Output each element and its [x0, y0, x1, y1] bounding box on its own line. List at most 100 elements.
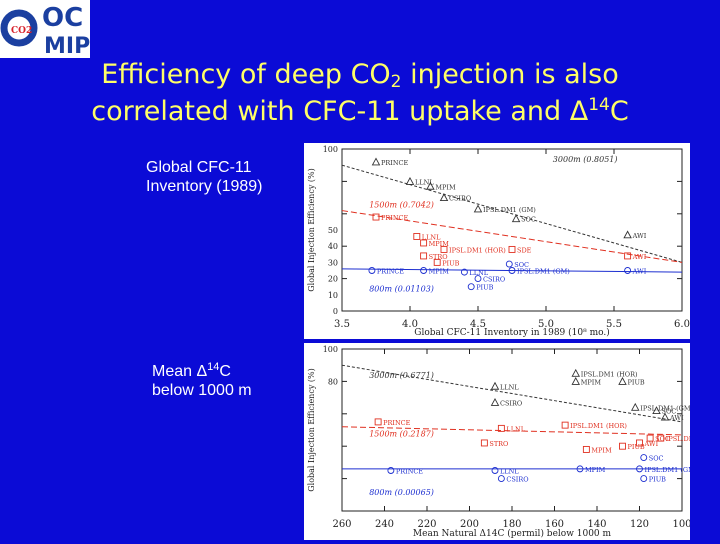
- y-tick-label: 10: [328, 291, 338, 300]
- point-marker: [576, 465, 584, 473]
- point-marker: [440, 245, 448, 253]
- series-name-s3000: 3000m (0.8051): [553, 155, 618, 164]
- point-marker: [467, 283, 475, 291]
- point-marker: [571, 376, 581, 385]
- point-label: CSIRO: [449, 195, 471, 203]
- y-tick-label: 100: [323, 145, 338, 154]
- x-tick-label: 260: [332, 519, 351, 530]
- point-label: SOC: [655, 435, 670, 443]
- point-label: MPIM: [585, 466, 606, 474]
- point-label: AWI: [632, 232, 647, 240]
- point-label: IPSL.DM1 (HOR): [449, 246, 506, 254]
- x-tick-label: 6.0: [674, 319, 690, 330]
- chart-cfc11-svg: 3.5 4.0 4.5 5.0 5.5 6.0 0 10 20 30 40 50 100 Global C…: [307, 145, 690, 338]
- point-marker: [420, 252, 428, 260]
- point-label: PIUB: [649, 476, 666, 484]
- point-label: IPSL.DM1 (HOR): [570, 422, 627, 430]
- point-label: MPIM: [429, 240, 450, 248]
- series-name-s1500: 1500m (0.7042): [369, 200, 434, 209]
- x-tick-label: 3.5: [334, 319, 350, 330]
- point-marker: [374, 418, 382, 426]
- panel2-label-line1-sup: 14: [207, 361, 220, 373]
- ocmip-logo: CO2 OC MIP: [0, 0, 90, 59]
- point-label: SOC: [649, 455, 664, 463]
- point-marker: [652, 406, 661, 415]
- point-marker: [371, 157, 381, 166]
- point-marker: [511, 214, 521, 223]
- point-marker: [405, 176, 415, 185]
- point-label: PRINCE: [377, 268, 404, 276]
- point-label: MPIM: [581, 378, 602, 386]
- fit-line-s800: [341, 268, 683, 273]
- panel2-label-line1-a: Mean Δ: [152, 363, 208, 380]
- y-axis-label: Global Injection Efficiency (%): [307, 168, 316, 291]
- point-marker: [420, 239, 428, 247]
- slide-title-line1: Efficiency of deep CO2 injection is also: [0, 58, 720, 92]
- fit-line-s3000: [341, 164, 683, 263]
- point-label: PIUB: [442, 259, 459, 267]
- point-marker: [368, 267, 376, 274]
- point-label: MPIM: [591, 446, 612, 454]
- y-tick-label: 0: [333, 307, 338, 316]
- point-label: IPSL.DM1 (GM): [640, 404, 690, 412]
- x-tick-label: 100: [672, 519, 690, 530]
- point-marker: [624, 252, 632, 260]
- panel2-side-label: Mean Δ14C below 1000 m: [152, 362, 252, 400]
- y-axis-label: Global Injection Efficiency (%): [307, 368, 316, 491]
- x-tick-label: 160: [545, 519, 564, 530]
- point-marker: [508, 267, 516, 274]
- point-label: AWI: [632, 268, 647, 276]
- point-label: PIUB: [628, 378, 645, 386]
- chart-panel-delta14c: 260 240 220 200 180 160 140 120 100 100 80 Mean Nat…: [304, 343, 719, 540]
- point-label: PRINCE: [381, 159, 408, 167]
- series-name-s1500: 1500m (0.2187): [369, 429, 434, 438]
- title-line2-b: C: [609, 96, 629, 127]
- point-marker: [387, 467, 395, 474]
- logo-line2: MIP: [44, 34, 90, 58]
- x-tick-label: 180: [502, 519, 521, 530]
- point-label: LLNL: [422, 233, 441, 241]
- panel1-label-line2: Inventory (1989): [146, 178, 263, 195]
- point-marker: [372, 213, 380, 221]
- y-tick-label: 20: [328, 275, 338, 284]
- point-label: SOC: [521, 216, 536, 224]
- point-marker: [508, 245, 516, 253]
- fit-line-s1500: [341, 210, 683, 263]
- point-marker: [480, 439, 488, 447]
- point-marker: [630, 402, 640, 411]
- point-label: SOC: [662, 408, 677, 416]
- point-marker: [636, 439, 643, 447]
- y-tick-label: 100: [323, 345, 338, 354]
- logo-badge-text: CO2: [11, 26, 32, 36]
- point-marker: [619, 442, 626, 450]
- x-tick-label: 4.0: [402, 319, 418, 330]
- panel2-label-line2: below 1000 m: [152, 382, 252, 399]
- point-label: CSIRO: [483, 276, 505, 284]
- series-name-s800: 800m (0.01103): [369, 285, 434, 294]
- point-label: AWI: [644, 440, 659, 448]
- point-label: CSIRO: [500, 399, 522, 407]
- ocmip-logo-graphic: CO2 OC MIP: [0, 3, 90, 59]
- point-label: LLNL: [469, 269, 488, 277]
- point-marker: [657, 434, 665, 442]
- point-marker: [474, 275, 482, 283]
- x-tick-label: 220: [417, 519, 436, 530]
- point-label: CSIRO: [506, 476, 528, 484]
- point-label: LLNL: [500, 383, 519, 391]
- x-tick-label: 5.0: [538, 319, 554, 330]
- panel1-side-label: Global CFC-11 Inventory (1989): [146, 158, 263, 196]
- x-tick-label: 4.5: [470, 319, 486, 330]
- point-label: LLNL: [415, 178, 434, 186]
- title-line2-sup: 14: [588, 95, 610, 115]
- panel1-label-line1: Global CFC-11: [146, 159, 252, 176]
- point-marker: [660, 412, 670, 421]
- point-marker: [473, 204, 483, 213]
- x-tick-label: 120: [630, 519, 649, 530]
- point-marker: [460, 268, 468, 276]
- series-name-s3000: 3000m (0.6771): [369, 371, 434, 380]
- point-marker: [561, 421, 569, 429]
- point-marker: [571, 368, 581, 377]
- x-axis-label: Mean Natural Δ14C (permil) below 1000 m: [413, 528, 612, 539]
- title-line1-sub: 2: [390, 72, 402, 92]
- point-marker: [646, 434, 654, 442]
